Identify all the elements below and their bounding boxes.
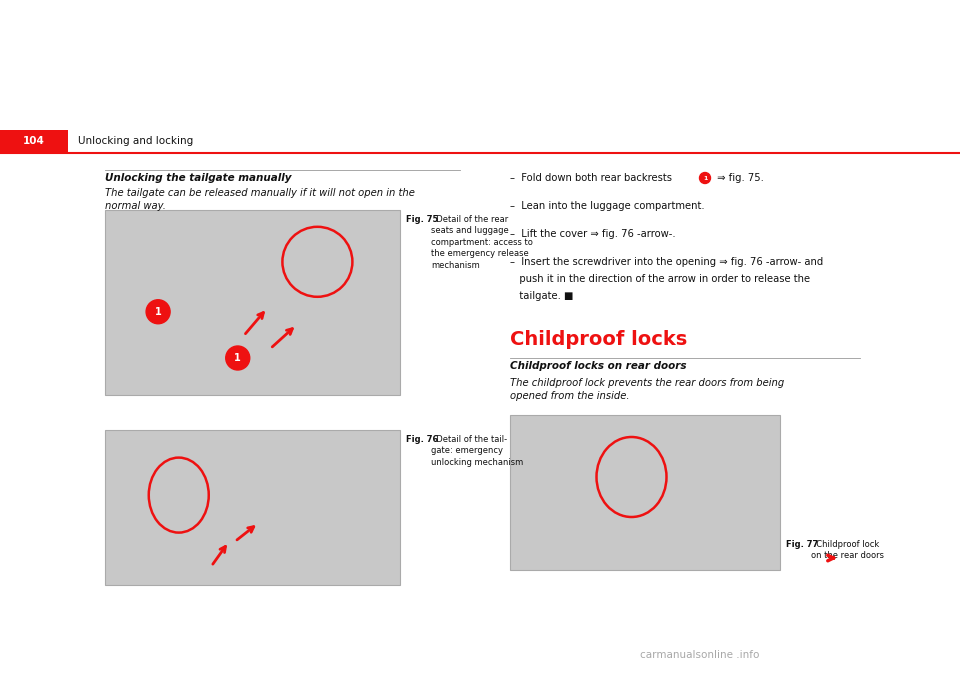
Text: 104: 104 bbox=[23, 136, 45, 146]
Text: –  Lift the cover ⇒ fig. 76 -arrow-.: – Lift the cover ⇒ fig. 76 -arrow-. bbox=[510, 229, 676, 239]
Text: Unlocking the tailgate manually: Unlocking the tailgate manually bbox=[105, 173, 292, 183]
Text: Childproof locks on rear doors: Childproof locks on rear doors bbox=[510, 361, 686, 371]
Circle shape bbox=[700, 172, 710, 184]
Circle shape bbox=[226, 346, 250, 370]
Text: carmanualsonline .info: carmanualsonline .info bbox=[640, 650, 759, 660]
Text: Fig. 76: Fig. 76 bbox=[406, 435, 439, 444]
Text: Fig. 77: Fig. 77 bbox=[786, 540, 818, 549]
Text: 1: 1 bbox=[155, 306, 161, 317]
Bar bbox=[0, 130, 68, 152]
Text: Childproof lock
on the rear doors: Childproof lock on the rear doors bbox=[811, 540, 884, 561]
Text: The tailgate can be released manually if it will not open in the
normal way.: The tailgate can be released manually if… bbox=[105, 188, 415, 212]
Text: Unlocking and locking: Unlocking and locking bbox=[78, 136, 193, 146]
Text: Childproof locks: Childproof locks bbox=[510, 330, 687, 349]
Text: push it in the direction of the arrow in order to release the: push it in the direction of the arrow in… bbox=[510, 274, 810, 284]
Text: 1: 1 bbox=[234, 353, 241, 363]
Text: The childproof lock prevents the rear doors from being
opened from the inside.: The childproof lock prevents the rear do… bbox=[510, 378, 784, 401]
Bar bbox=[105, 430, 400, 585]
Text: –  Fold down both rear backrests: – Fold down both rear backrests bbox=[510, 173, 675, 183]
Text: –  Lean into the luggage compartment.: – Lean into the luggage compartment. bbox=[510, 201, 705, 211]
Text: –  Insert the screwdriver into the opening ⇒ fig. 76 -arrow- and: – Insert the screwdriver into the openin… bbox=[510, 257, 824, 267]
Bar bbox=[510, 415, 780, 570]
Text: ⇒ fig. 75.: ⇒ fig. 75. bbox=[714, 173, 764, 183]
Text: Detail of the tail-
gate: emergency
unlocking mechanism: Detail of the tail- gate: emergency unlo… bbox=[431, 435, 523, 467]
Text: Detail of the rear
seats and luggage
compartment: access to
the emergency releas: Detail of the rear seats and luggage com… bbox=[431, 215, 533, 270]
Bar bbox=[105, 210, 400, 395]
Text: tailgate. ■: tailgate. ■ bbox=[510, 291, 573, 300]
Text: 1: 1 bbox=[703, 176, 708, 180]
Circle shape bbox=[146, 300, 170, 324]
Text: Fig. 75: Fig. 75 bbox=[406, 215, 439, 224]
